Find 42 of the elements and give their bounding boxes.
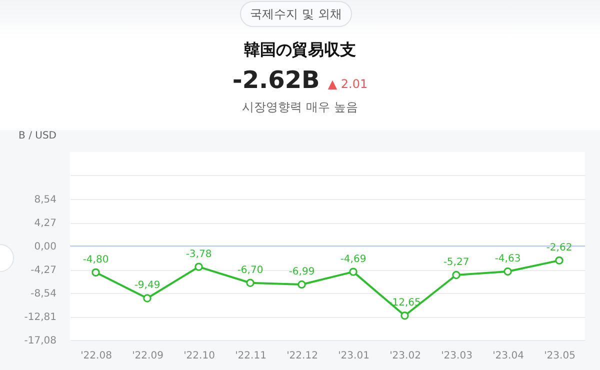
data-label: -6,99 [288,266,315,278]
text: 시장영향력 매우 높음 [241,99,359,116]
data-label: -4,80 [82,254,109,266]
x-tick-label: '23.03 [441,350,472,362]
y-axis-title: B / USD [18,130,57,142]
text: 국제수지 및 외채 [240,1,352,27]
y-tick-label: -4,27 [30,265,56,276]
data-label: -6,70 [237,264,264,276]
x-tick-label: '22.09 [132,350,164,362]
y-tick-label: -12,81 [24,312,56,323]
x-tick-label: '22.11 [235,350,266,362]
data-label: -4,63 [494,253,521,264]
x-tick-label: '22.12 [286,350,318,362]
x-tick-label: '23.01 [338,350,370,362]
y-tick-label: 0,00 [34,242,56,252]
point [246,278,254,287]
x-tick-label: '23.04 [492,350,524,362]
point [298,280,306,289]
data-label: -4,69 [340,254,366,265]
point [349,268,358,276]
data-label: -9,49 [134,280,160,292]
text: -2.62B [232,66,320,94]
point [92,268,100,277]
point [555,256,564,265]
data-label: -3,78 [186,248,212,260]
y-tick-label: 8,54 [34,194,56,206]
y-tick-label: 4,27 [34,218,56,229]
data-label: -2,62 [546,242,572,254]
point [400,312,409,320]
text: ▲ 2.01 [328,77,368,91]
x-tick-label: '23.02 [390,350,421,362]
point [194,262,203,271]
point [143,294,152,302]
point [452,270,460,280]
data-label: -5,27 [443,257,470,268]
chart-title: 韓国の貿易収支 [243,40,357,61]
x-tick-label: '23.05 [544,350,576,362]
point [504,267,512,276]
y-tick-label: -17,08 [24,336,56,346]
x-tick-label: '22.08 [80,350,112,362]
x-tick-label: '22.10 [184,350,215,362]
y-tick-label: -8,54 [30,288,56,300]
